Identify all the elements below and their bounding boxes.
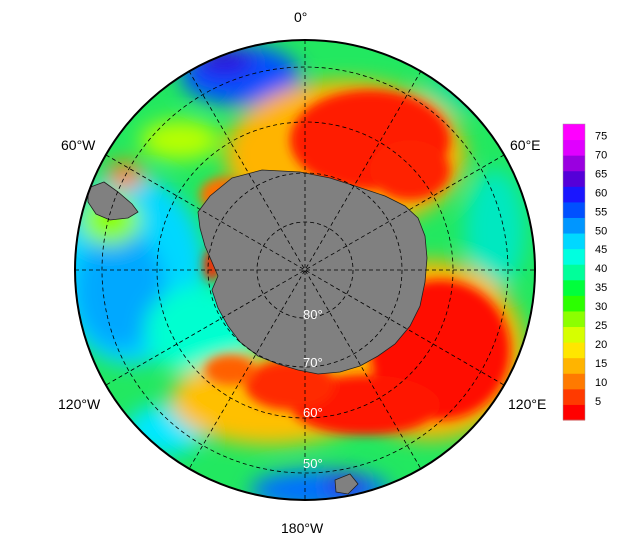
- colorbar-segment: [563, 342, 585, 359]
- colorbar-tick-label: 30: [595, 301, 607, 313]
- lon-label-0: 0°: [294, 9, 308, 25]
- colorbar-frame: [562, 123, 586, 421]
- colorbar-tick-label: 50: [595, 225, 607, 237]
- colorbar-segment: [563, 310, 585, 328]
- colorbar-segment: [563, 201, 585, 218]
- colorbar-segment: [563, 248, 585, 265]
- colorbar-tick-label: 10: [595, 377, 607, 389]
- lat-label-50: 50°: [303, 456, 323, 471]
- colorbar-segment: [563, 404, 585, 421]
- colorbar-tick-label: 20: [595, 339, 607, 351]
- colorbar-segment: [563, 279, 585, 296]
- colorbar-segment: [563, 326, 585, 343]
- colorbar-tick-label: 25: [595, 320, 607, 332]
- colorbar-segment: [563, 170, 585, 187]
- colorbar-segment: [563, 124, 585, 141]
- colorbar-tick-label: 65: [595, 168, 607, 180]
- lon-label-120e: 120°E: [508, 396, 547, 412]
- new-zealand-land: [334, 473, 359, 495]
- lat-label-60: 60°: [303, 405, 323, 420]
- antarctica-land: [197, 169, 428, 375]
- colorbar-segment: [563, 139, 585, 156]
- colorbar-segment: [563, 357, 585, 374]
- colorbar: 75 70 65 60 55 50 45 40 35 30 25 20 15 10 5: [562, 123, 607, 421]
- colorbar-tick-label: 60: [595, 187, 607, 199]
- colorbar-tick-label: 75: [595, 130, 607, 142]
- south-america-land: [87, 181, 139, 221]
- colorbar-segment: [563, 155, 585, 172]
- colorbar-segment: [563, 217, 585, 234]
- lon-label-60w: 60°W: [61, 137, 96, 153]
- lon-label-60e: 60°E: [510, 137, 541, 153]
- lat-label-70: 70°: [303, 355, 323, 370]
- lat-label-80: 80°: [303, 307, 323, 322]
- colorbar-segment: [563, 186, 585, 203]
- colorbar-tick-label: 55: [595, 206, 607, 218]
- colorbar-segment: [563, 373, 585, 390]
- colorbar-tick-label: 40: [595, 263, 607, 275]
- lon-label-120w: 120°W: [58, 396, 101, 412]
- lon-label-180w: 180°W: [281, 520, 324, 536]
- colorbar-tick-label: 45: [595, 244, 607, 256]
- colorbar-tick-label: 5: [595, 396, 601, 408]
- colorbar-tick-label: 15: [595, 358, 607, 370]
- colorbar-segment: [563, 233, 585, 250]
- graticule: [75, 40, 535, 500]
- map-boundary: [74, 39, 536, 501]
- colorbar-segment: [563, 295, 585, 312]
- colorbar-segment: [563, 388, 585, 405]
- data-field: [75, 40, 535, 500]
- colorbar-tick-label: 35: [595, 282, 607, 294]
- colorbar-tick-label: 70: [595, 149, 607, 161]
- colorbar-segment: [563, 264, 585, 281]
